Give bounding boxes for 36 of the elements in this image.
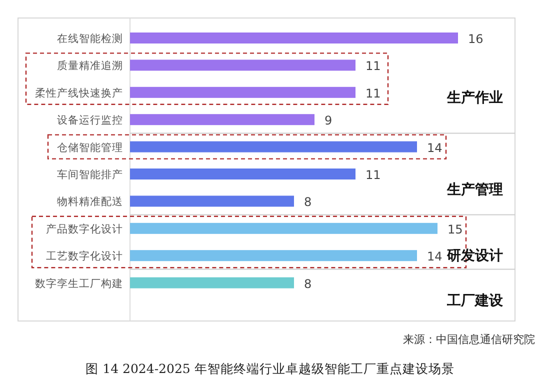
data-label: 11: [366, 168, 381, 182]
data-label: 14: [427, 140, 442, 155]
y-tick-label: 设备运行监控: [57, 114, 123, 127]
annotation: 生产作业: [446, 89, 503, 106]
y-tick-label: 车间智能排产: [57, 168, 123, 181]
data-label: 8: [304, 195, 312, 210]
annotation: 工厂建设: [446, 292, 504, 309]
y-tick-label: 柔性产线快速换产: [35, 86, 123, 100]
data-label: 15: [448, 222, 463, 236]
data-label: 9: [324, 114, 332, 128]
y-tick-label: 仓储智能管理: [57, 140, 123, 154]
bar: [130, 60, 356, 71]
data-label: 11: [366, 59, 381, 74]
bar: [130, 222, 438, 234]
data-label: 11: [366, 86, 381, 100]
y-tick-label: 数字孪生工厂构建: [35, 276, 123, 290]
bar: [130, 114, 314, 126]
bar: [130, 250, 417, 262]
y-tick-label: 产品数字化设计: [46, 222, 123, 236]
bar: [130, 86, 356, 98]
bar: [130, 141, 417, 152]
data-label: 8: [304, 276, 312, 291]
text: 图 14 2024-2025 年智能终端行业卓越级智能工厂重点建设场景: [86, 361, 454, 376]
data-label: 16: [468, 32, 484, 46]
annotation: 生产管理: [446, 181, 503, 198]
bar: [130, 196, 294, 207]
bar: [130, 277, 294, 288]
y-tick-label: 在线智能检测: [57, 32, 123, 45]
annotation: 研发设计: [446, 248, 503, 264]
bar: [130, 168, 356, 180]
y-tick-label: 质量精准追溯: [57, 59, 123, 72]
data-label: 14: [427, 250, 442, 264]
y-tick-label: 工艺数字化设计: [46, 250, 123, 263]
bar: [130, 32, 458, 44]
y-tick-label: 物料精准配送: [57, 195, 123, 208]
source-note: 来源：中国信息通信研究院: [403, 333, 535, 346]
